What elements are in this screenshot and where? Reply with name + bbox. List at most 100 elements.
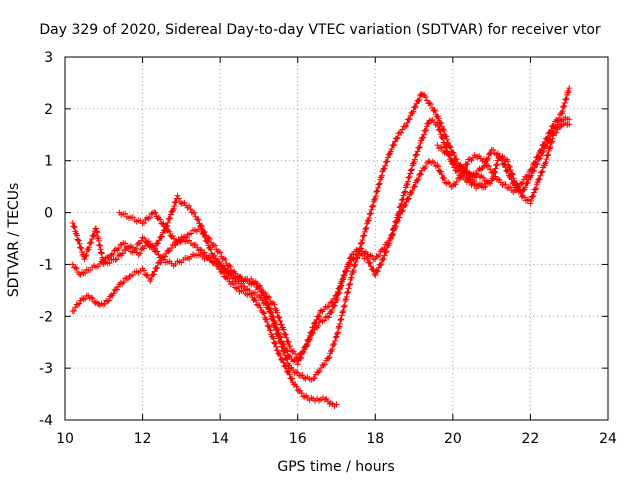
data-point <box>431 159 438 166</box>
data-point <box>274 309 281 316</box>
data-point <box>154 248 161 255</box>
data-point <box>174 192 181 199</box>
data-point <box>264 293 271 300</box>
data-point <box>86 244 93 251</box>
data-point <box>464 160 471 167</box>
data-point <box>277 334 284 341</box>
data-point <box>286 343 293 350</box>
data-point <box>536 176 543 183</box>
data-point <box>122 240 129 247</box>
data-point <box>212 255 219 262</box>
data-point <box>463 161 470 168</box>
data-point <box>480 163 487 170</box>
data-point <box>252 297 259 304</box>
data-point <box>236 274 243 281</box>
data-point <box>88 294 95 301</box>
data-point <box>157 216 164 223</box>
data-point <box>262 289 269 296</box>
data-point <box>334 294 341 301</box>
data-point <box>386 240 393 247</box>
data-point <box>387 148 394 155</box>
data-point <box>553 124 560 131</box>
data-point <box>402 188 409 195</box>
data-point <box>261 299 268 306</box>
data-point <box>423 127 430 134</box>
data-point <box>490 147 497 154</box>
data-point <box>298 390 305 397</box>
data-point <box>495 176 502 183</box>
data-point <box>162 253 169 260</box>
data-point <box>138 246 145 253</box>
data-point <box>530 193 537 200</box>
data-point <box>244 277 251 284</box>
data-point <box>435 115 442 122</box>
data-point <box>311 375 318 382</box>
data-point <box>315 369 322 376</box>
data-point <box>82 295 89 302</box>
data-point <box>263 316 270 323</box>
data-point <box>273 321 280 328</box>
data-point <box>156 237 163 244</box>
data-point <box>527 200 534 207</box>
data-point <box>487 166 494 173</box>
data-point <box>409 187 416 194</box>
data-point <box>145 238 152 245</box>
data-point <box>257 286 264 293</box>
x-tick-label: 24 <box>599 431 617 447</box>
data-point <box>331 341 338 348</box>
data-point <box>207 246 214 253</box>
data-point <box>394 134 401 141</box>
series-group <box>116 85 573 368</box>
data-point <box>376 252 383 259</box>
data-point <box>294 387 301 394</box>
y-tick-label: 1 <box>44 154 53 170</box>
data-point <box>170 235 177 242</box>
data-point <box>447 152 454 159</box>
data-point <box>167 215 174 222</box>
data-point <box>389 231 396 238</box>
data-point <box>109 251 116 258</box>
data-point <box>336 286 343 293</box>
data-point <box>533 161 540 168</box>
data-point <box>438 171 445 178</box>
data-point <box>71 224 78 231</box>
data-point <box>374 188 381 195</box>
data-point <box>404 181 411 188</box>
data-point <box>227 263 234 270</box>
data-point <box>372 272 379 279</box>
data-point <box>543 156 550 163</box>
data-point <box>375 184 382 191</box>
data-point <box>286 371 293 378</box>
y-tick-label: -2 <box>39 309 53 325</box>
data-point <box>278 321 285 328</box>
data-point <box>498 156 505 163</box>
data-point <box>370 202 377 209</box>
data-point <box>304 342 311 349</box>
data-point <box>380 166 387 173</box>
data-point <box>422 164 429 171</box>
data-point <box>369 203 376 210</box>
data-point <box>89 295 96 302</box>
data-point <box>197 246 204 253</box>
data-point <box>472 171 479 178</box>
data-point <box>235 284 242 291</box>
data-point <box>169 233 176 240</box>
data-point <box>300 349 307 356</box>
data-point <box>189 209 196 216</box>
data-point <box>388 146 395 153</box>
data-point <box>134 241 141 248</box>
data-point <box>437 168 444 175</box>
data-point <box>90 232 97 239</box>
data-point <box>115 245 122 252</box>
chart-title: Day 329 of 2020, Sidereal Day-to-day VTE… <box>39 22 601 38</box>
data-point <box>222 256 229 263</box>
data-point <box>376 181 383 188</box>
data-point <box>119 250 126 257</box>
data-point <box>319 318 326 325</box>
data-point <box>139 234 146 241</box>
data-point <box>435 163 442 170</box>
data-point <box>104 298 111 305</box>
data-point <box>271 301 278 308</box>
data-point <box>273 343 280 350</box>
data-point <box>543 140 550 147</box>
